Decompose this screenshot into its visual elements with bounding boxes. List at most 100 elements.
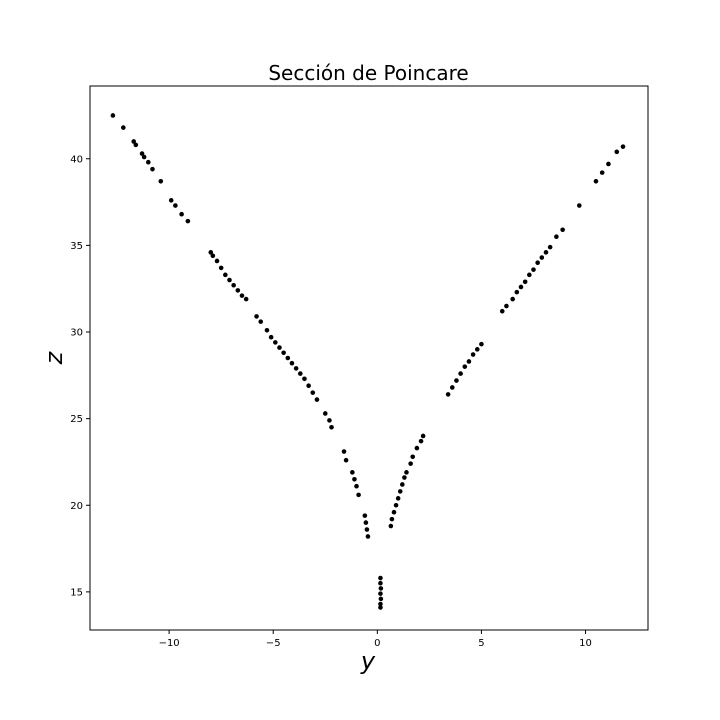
data-point: [393, 502, 399, 508]
data-point: [327, 418, 332, 423]
data-point: [504, 303, 509, 309]
data-point: [363, 520, 369, 525]
data-point: [121, 125, 126, 130]
data-point: [131, 139, 137, 144]
data-point: [606, 161, 611, 167]
data-point: [354, 483, 359, 489]
data-point: [388, 523, 394, 529]
data-point: [150, 166, 155, 172]
data-point: [466, 359, 472, 364]
data-point: [395, 496, 401, 501]
data-point: [231, 282, 236, 288]
data-point: [518, 284, 524, 290]
data-point: [343, 457, 349, 463]
y-tick-label: 35: [70, 241, 83, 252]
data-point: [470, 352, 476, 357]
data-point: [547, 244, 553, 250]
data-point: [389, 516, 395, 522]
data-point: [264, 327, 270, 333]
data-point: [410, 454, 416, 460]
data-point: [239, 293, 245, 298]
data-point: [378, 591, 383, 596]
data-point: [158, 178, 164, 184]
data-point: [310, 390, 316, 395]
data-point: [397, 489, 403, 494]
data-point: [408, 461, 413, 466]
data-point: [576, 203, 582, 208]
data-point: [404, 470, 409, 475]
data-point: [378, 605, 383, 610]
data-point: [391, 509, 397, 515]
data-point: [146, 159, 151, 165]
data-point: [141, 154, 147, 160]
x-tick-label: −10: [159, 638, 180, 649]
data-point: [235, 288, 241, 293]
data-point: [514, 289, 520, 295]
data-point: [258, 319, 264, 324]
data-point: [329, 425, 334, 430]
data-point: [378, 575, 383, 581]
data-point: [350, 470, 355, 475]
data-point: [173, 203, 178, 208]
y-tick-label: 40: [70, 154, 83, 165]
data-point: [293, 366, 299, 371]
data-point: [454, 378, 459, 383]
x-axis-ticks: −10 −5 0 5 10: [159, 630, 592, 649]
data-point: [479, 341, 484, 347]
data-point: [352, 476, 357, 482]
x-tick-label: 10: [579, 638, 592, 649]
data-point: [185, 218, 191, 224]
x-tick-label: 0: [374, 638, 380, 649]
data-point: [458, 371, 463, 376]
x-axis-label: y: [360, 647, 376, 675]
data-point: [365, 534, 371, 539]
chart-title: Sección de Poincare: [268, 61, 468, 85]
data-point: [527, 272, 532, 278]
data-point: [418, 438, 424, 444]
data-point: [297, 371, 303, 376]
data-point: [227, 277, 232, 283]
data-point: [449, 385, 455, 390]
x-tick-label: 5: [478, 638, 484, 649]
data-point: [414, 445, 420, 451]
data-point: [535, 260, 540, 266]
data-point: [499, 308, 505, 314]
data-point: [314, 397, 320, 402]
data-point: [208, 250, 214, 255]
data-point: [378, 596, 384, 602]
data-point: [510, 296, 515, 302]
data-point: [420, 433, 426, 439]
data-point: [218, 265, 224, 271]
data-point: [554, 234, 559, 240]
data-point: [620, 144, 626, 149]
data-point: [378, 586, 384, 591]
data-point: [378, 601, 383, 607]
data-point: [179, 211, 184, 217]
data-point: [110, 113, 116, 118]
data-point: [560, 227, 565, 233]
data-point: [273, 340, 278, 345]
data-point: [168, 198, 174, 203]
x-tick-label: −5: [266, 638, 281, 649]
points-layer: [110, 113, 626, 610]
data-point: [402, 475, 407, 480]
y-axis-ticks: 15 20 25 30 35 40: [70, 154, 90, 598]
data-point: [378, 580, 383, 586]
data-point: [614, 149, 620, 155]
data-point: [356, 492, 361, 498]
data-point: [599, 170, 605, 175]
data-point: [139, 151, 145, 156]
data-point: [277, 345, 282, 350]
data-point: [400, 482, 405, 487]
data-point: [462, 364, 468, 369]
data-point: [285, 355, 291, 361]
data-point: [362, 513, 368, 518]
data-point: [210, 253, 216, 259]
data-point: [341, 449, 347, 454]
y-tick-label: 25: [70, 414, 83, 425]
data-point: [531, 267, 536, 272]
data-point: [281, 350, 286, 356]
